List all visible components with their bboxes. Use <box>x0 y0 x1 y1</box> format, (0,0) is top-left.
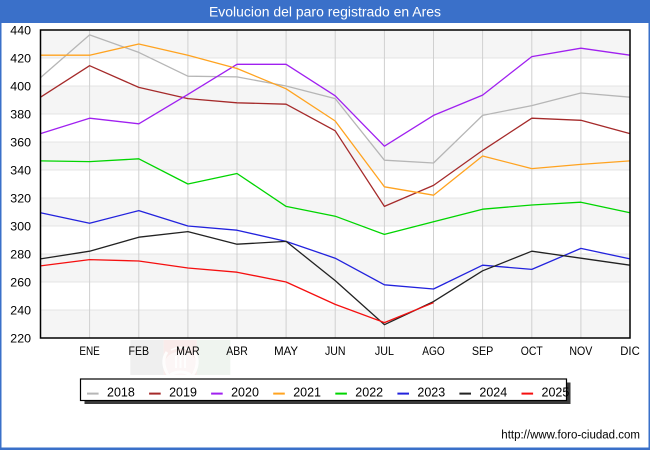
svg-text:ABR: ABR <box>226 344 248 358</box>
svg-text:300: 300 <box>10 219 31 233</box>
svg-text:400: 400 <box>10 79 31 93</box>
svg-text:440: 440 <box>10 23 31 37</box>
svg-text:DIC: DIC <box>620 344 640 358</box>
svg-text:360: 360 <box>10 135 31 149</box>
svg-text:280: 280 <box>10 247 31 261</box>
svg-text:380: 380 <box>10 107 31 121</box>
svg-text:JUL: JUL <box>375 344 394 358</box>
svg-text:SEP: SEP <box>472 344 494 358</box>
svg-text:http://www.foro-ciudad.com: http://www.foro-ciudad.com <box>501 430 640 442</box>
svg-text:2025: 2025 <box>542 386 570 400</box>
svg-text:MAR: MAR <box>176 344 200 358</box>
svg-text:340: 340 <box>10 163 31 177</box>
svg-text:2021: 2021 <box>293 386 321 400</box>
svg-text:2023: 2023 <box>417 386 445 400</box>
svg-text:420: 420 <box>10 51 31 65</box>
svg-text:2020: 2020 <box>231 386 259 400</box>
svg-text:2018: 2018 <box>107 386 135 400</box>
svg-text:260: 260 <box>10 275 31 289</box>
svg-text:AGO: AGO <box>422 344 445 358</box>
svg-text:Evolucion del paro registrado: Evolucion del paro registrado en Ares <box>209 5 441 20</box>
svg-text:NOV: NOV <box>569 344 592 358</box>
svg-text:2024: 2024 <box>479 386 507 400</box>
svg-text:320: 320 <box>10 191 31 205</box>
svg-text:2019: 2019 <box>169 386 197 400</box>
svg-text:2022: 2022 <box>355 386 383 400</box>
svg-text:MAY: MAY <box>274 344 298 358</box>
svg-text:240: 240 <box>10 303 31 317</box>
svg-text:FEB: FEB <box>129 344 150 358</box>
svg-text:ENE: ENE <box>79 344 100 358</box>
svg-text:220: 220 <box>10 331 31 345</box>
svg-text:OCT: OCT <box>521 344 544 358</box>
svg-text:JUN: JUN <box>325 344 346 358</box>
